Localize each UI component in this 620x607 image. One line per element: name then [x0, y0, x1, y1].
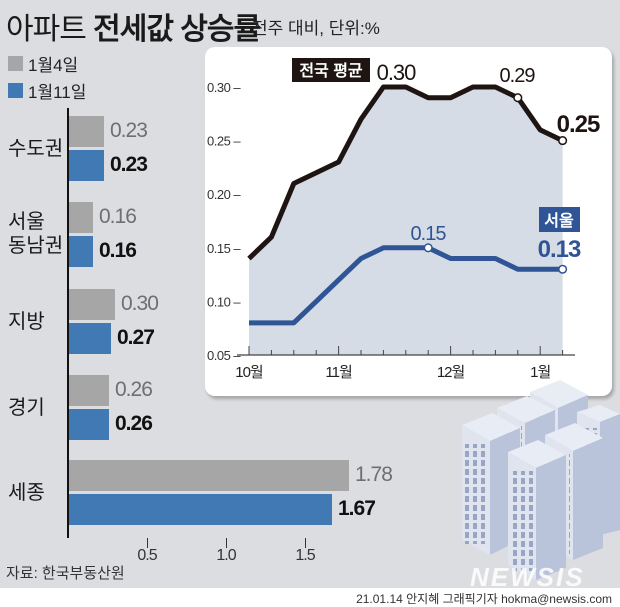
page-title: 아파트 전세값 상승률 — [6, 13, 261, 46]
national-line — [247, 84, 564, 261]
legend-item-prev-week: 1월4일 — [8, 50, 86, 77]
data-point-marker — [423, 243, 433, 253]
legend-swatch-blue — [8, 83, 23, 98]
x-axis-tick-label: 1.0 — [216, 547, 236, 564]
data-point-marker — [558, 136, 568, 146]
bar-value-label: 0.27 — [117, 326, 155, 349]
infographic-canvas: 아파트 전세값 상승률 전주 대비, 단위:% 1월4일 1월11일 수도권 0.… — [0, 0, 620, 588]
region-label: 수도권 — [8, 138, 64, 160]
seoul-badge-label: 서울 — [544, 212, 574, 230]
region-label: 세종 — [8, 482, 45, 504]
annotation-seoul-latest: 0.13 — [538, 236, 581, 263]
x-axis-month-label: 11월 — [325, 364, 352, 381]
region-label: 지방 — [8, 311, 45, 333]
annotation-national-latest: 0.25 — [557, 111, 600, 138]
bar-prev-week — [68, 116, 104, 147]
source-note: 자료: 한국부동산원 — [6, 565, 125, 582]
legend-swatch-gray — [8, 56, 23, 71]
x-axis-tick — [305, 538, 306, 548]
x-axis-tick-label: 0.5 — [137, 547, 157, 564]
y-axis-tick-label: 0.30 – — [207, 80, 241, 95]
y-axis-tick-label: 0.05 – — [207, 348, 241, 363]
bar-curr-week — [68, 494, 332, 525]
bar-value-label: 0.16 — [99, 239, 137, 262]
x-axis-month-label: 1월 — [530, 364, 550, 381]
line-chart: 0.05 – 0.10 – 0.15 – 0.20 – 0.25 – 0.30 – 10월 1… — [207, 58, 601, 381]
bar-value-label: 0.26 — [115, 378, 153, 401]
bar-chart-axis — [67, 108, 69, 538]
unit-subtitle: 전주 대비, 단위:% — [252, 19, 380, 38]
annotation-national-prev: 0.29 — [500, 65, 536, 87]
x-axis-tick — [226, 538, 227, 548]
bar-curr-week — [68, 150, 104, 181]
annotation-seoul-peak: 0.15 — [411, 223, 447, 245]
bar-value-label: 0.26 — [115, 412, 153, 435]
bar-curr-week — [68, 409, 109, 440]
national-area-fill — [249, 87, 563, 355]
y-axis-tick-label: 0.10 – — [207, 294, 241, 309]
seoul-badge — [539, 207, 580, 232]
annotation-national-peak: 0.30 — [377, 60, 417, 85]
data-point-marker — [513, 93, 523, 103]
y-axis-tick-label: 0.20 – — [207, 187, 241, 202]
bar-value-label: 1.67 — [338, 497, 376, 520]
bar-curr-week — [68, 236, 93, 267]
region-label: 서울 동남권 — [8, 211, 64, 257]
x-axis-tick-label: 1.5 — [295, 547, 315, 564]
legend: 1월4일 1월11일 — [8, 50, 86, 104]
legend-item-curr-week: 1월11일 — [8, 77, 86, 104]
bar-prev-week — [68, 375, 109, 406]
bar-value-label: 0.16 — [99, 205, 137, 228]
bar-value-label: 0.23 — [110, 119, 148, 142]
bar-prev-week — [68, 289, 115, 320]
data-point-marker — [558, 264, 568, 274]
y-axis-tick-label: 0.25 – — [207, 134, 241, 149]
bar-prev-week — [68, 202, 93, 233]
y-axis-tick-label: 0.15 – — [207, 241, 241, 256]
graphic-credit: 21.01.14 안지혜 그래픽기자 hokma@newsis.com — [356, 592, 612, 606]
bar-value-label: 0.30 — [121, 292, 159, 315]
x-axis-month-label: 12월 — [437, 364, 465, 381]
x-axis-tick — [147, 538, 148, 548]
bar-prev-week — [68, 460, 349, 491]
national-average-badge-label: 전국 평균 — [299, 62, 363, 80]
bar-value-label: 0.23 — [110, 153, 148, 176]
region-label: 경기 — [8, 397, 45, 419]
national-average-badge — [292, 58, 370, 82]
newsis-watermark: NEWSIS — [470, 562, 585, 592]
seoul-line — [249, 245, 563, 326]
bar-curr-week — [68, 323, 111, 354]
bar-value-label: 1.78 — [355, 463, 393, 486]
x-axis-month-label: 10월 — [235, 364, 263, 381]
